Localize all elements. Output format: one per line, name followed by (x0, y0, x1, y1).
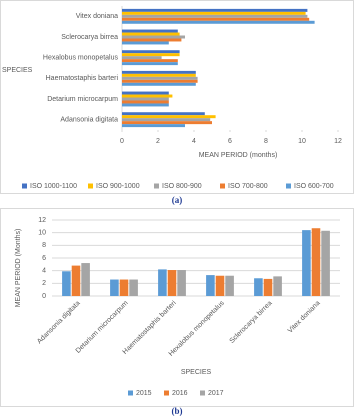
bar (122, 79, 198, 83)
y-tick-label: Detarium microcarpum (47, 96, 118, 103)
bar (158, 269, 167, 296)
legend-swatch (220, 183, 225, 189)
x-tick-label: Sclerocarya birrea (229, 300, 274, 345)
y-tick-label: 10 (38, 230, 46, 237)
y-tick-label: Haematostaphis barteri (46, 75, 119, 82)
legend-label: ISO 600-700 (294, 183, 334, 190)
bar (129, 279, 138, 296)
bar (119, 279, 129, 296)
bar (62, 271, 71, 296)
legend-swatch (164, 390, 169, 396)
bar (122, 20, 315, 24)
y-tick-label: Hexalobus monopetalus (43, 55, 119, 62)
y-tick-label: Sclerocarya birrea (61, 34, 118, 41)
y-tick-label: 2 (42, 280, 46, 287)
x-tick-label: Detarium microcarpum (75, 300, 130, 355)
x-tick-label: 2 (156, 138, 160, 145)
bar (122, 53, 180, 57)
y-tick-label: 12 (38, 217, 46, 224)
bar (122, 124, 185, 128)
bar (122, 50, 180, 54)
bar (273, 276, 282, 296)
legend-swatch (88, 183, 93, 189)
y-tick-label: Adansonia digitata (60, 117, 118, 124)
caption: (b) (172, 406, 183, 416)
chart-frame (0, 208, 354, 407)
bar (122, 14, 308, 18)
bar (177, 270, 186, 296)
x-tick-label: 8 (264, 138, 268, 145)
bar (167, 270, 177, 296)
y-tick-label: 0 (42, 293, 46, 300)
x-tick-label: Hexalobus monopetalus (168, 299, 226, 357)
legend-label: ISO 800-900 (162, 183, 202, 190)
x-tick-label: 0 (120, 138, 124, 145)
bar (122, 97, 169, 101)
x-tick-label: Vitex doniana (287, 300, 322, 335)
bar (122, 121, 212, 125)
bar (122, 56, 162, 60)
bar (122, 32, 180, 36)
y-tick-label: 6 (42, 255, 46, 262)
bar (122, 17, 310, 21)
bar (122, 103, 169, 107)
bar (122, 29, 178, 33)
bar (71, 265, 81, 296)
bar (122, 62, 178, 66)
bar (122, 91, 169, 95)
legend-label: ISO 900-1000 (96, 183, 140, 190)
caption: (a) (172, 195, 183, 205)
y-tick-label: 8 (42, 242, 46, 249)
x-tick-label: 10 (298, 138, 306, 145)
legend-label: 2015 (136, 390, 152, 397)
x-tick-label: Haematostaphis barteri (122, 299, 178, 355)
bar (263, 278, 273, 296)
bar (122, 115, 216, 119)
bar (122, 11, 306, 15)
bar (110, 279, 119, 296)
legend-swatch (286, 183, 291, 189)
legend-label: ISO 1000-1100 (30, 183, 77, 190)
y-tick-label: 4 (42, 268, 46, 275)
x-tick-label: 4 (192, 138, 196, 145)
y-axis-title: MEAN PERIOD (Months) (15, 229, 22, 308)
bar (122, 82, 196, 86)
bar (122, 73, 196, 77)
x-axis-title: SPECIES (181, 369, 212, 376)
x-tick-label: Adansonia digitata (36, 300, 82, 346)
bar (254, 278, 263, 296)
bar (321, 230, 330, 296)
legend-label: 2016 (172, 390, 188, 397)
bar (122, 94, 173, 98)
bar (122, 8, 308, 12)
bar (122, 38, 182, 42)
bar (122, 59, 178, 63)
legend-swatch (22, 183, 27, 189)
bar (81, 263, 90, 296)
bar (225, 275, 234, 296)
bar (311, 228, 321, 296)
bar (302, 230, 311, 296)
bar (122, 70, 196, 74)
bar (122, 41, 169, 45)
bar (122, 112, 205, 116)
bar (215, 275, 225, 296)
legend-swatch (200, 390, 205, 396)
bar (206, 275, 215, 296)
legend-label: ISO 700-800 (228, 183, 268, 190)
x-tick-label: 6 (228, 138, 232, 145)
x-axis-title: MEAN PERIOD (months) (199, 152, 278, 159)
legend-label: 2017 (208, 390, 224, 397)
y-axis-title: SPECIES (2, 67, 33, 74)
bar (122, 118, 211, 122)
legend-swatch (128, 390, 133, 396)
y-tick-label: Vitex doniana (76, 13, 118, 20)
bar (122, 100, 169, 104)
bar (122, 35, 185, 39)
x-tick-label: 12 (334, 138, 342, 145)
legend-swatch (154, 183, 159, 189)
bar (122, 76, 198, 80)
